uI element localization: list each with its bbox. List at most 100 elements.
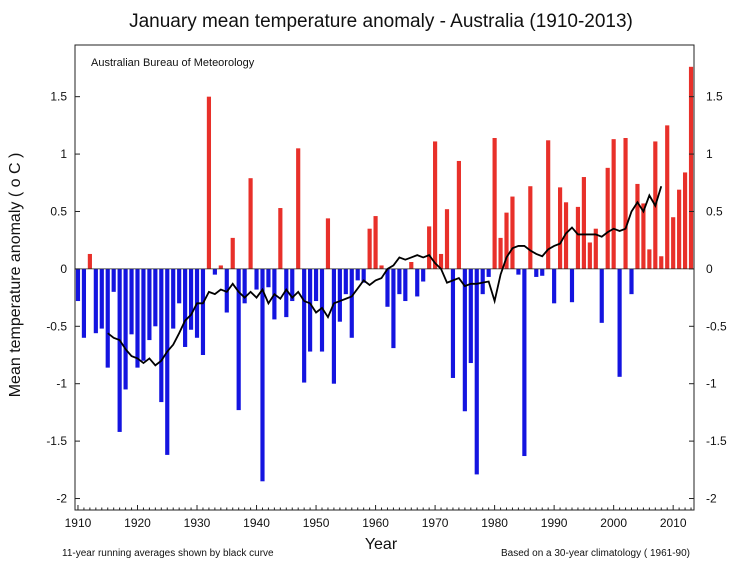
- bar-1988: [540, 268, 545, 276]
- footnote-climatology: Based on a 30-year climatology ( 1961-90…: [501, 548, 690, 559]
- bar-1949: [308, 268, 313, 352]
- y-tick-label-right: 1.5: [706, 90, 723, 104]
- bar-1946: [290, 268, 295, 302]
- bar-1964: [397, 268, 402, 295]
- bar-1989: [546, 140, 551, 269]
- bar-1977: [474, 268, 479, 475]
- bar-1928: [183, 268, 188, 347]
- bar-2003: [629, 268, 634, 295]
- bar-1960: [373, 216, 378, 269]
- bar-1922: [147, 268, 152, 341]
- bar-1961: [379, 265, 384, 269]
- plot-area: Australian Bureau of Meteorology: [74, 44, 695, 511]
- bar-1997: [593, 228, 598, 269]
- y-tick-label-left: -1: [56, 377, 67, 391]
- y-tick-label-right: -1: [706, 377, 717, 391]
- bar-1937: [236, 268, 241, 411]
- x-tick-label: 2010: [660, 516, 687, 530]
- y-tick-label-left: -1.5: [46, 434, 67, 448]
- bar-1966: [409, 262, 414, 269]
- y-tick-label-left: 0.5: [50, 204, 67, 218]
- y-axis-label: Mean temperature anomaly ( o C ): [7, 153, 24, 398]
- y-tick-label-left: 1.5: [50, 90, 67, 104]
- bar-1959: [367, 228, 372, 269]
- bar-2008: [659, 256, 664, 269]
- footnote-running-average: 11-year running averages shown by black …: [62, 548, 274, 559]
- x-tick-label: 1940: [243, 516, 270, 530]
- bar-1919: [129, 268, 134, 335]
- bar-1973: [450, 268, 456, 378]
- bar-1983: [510, 196, 515, 269]
- bar-1971: [438, 253, 444, 269]
- bar-1969: [427, 226, 432, 269]
- bar-1970: [433, 141, 438, 269]
- bar-1934: [218, 265, 223, 269]
- bar-1986: [528, 186, 533, 269]
- x-tick-label: 1960: [362, 516, 389, 530]
- bar-1926: [171, 268, 176, 329]
- bar-1992: [563, 202, 569, 269]
- bar-1911: [81, 268, 87, 338]
- x-tick-label: 1930: [184, 516, 211, 530]
- bar-1996: [587, 242, 592, 269]
- bar-1916: [111, 268, 116, 292]
- bar-2001: [617, 268, 622, 377]
- bar-1932: [206, 96, 212, 269]
- bar-1978: [480, 268, 485, 295]
- bar-1942: [266, 268, 271, 288]
- y-axis-left: 1.5 1 0.5 0 -0.5 -1 -1.5 -2: [46, 90, 80, 506]
- y-tick-label-left: 1: [60, 147, 67, 161]
- bar-1957: [355, 268, 360, 281]
- bar-1950: [313, 268, 319, 302]
- bar-1995: [581, 177, 586, 269]
- bar-2006: [647, 249, 652, 269]
- y-tick-label-right: -2: [706, 492, 717, 506]
- x-axis: 1910 1920 1930 1940 1950 1960 1970 1980 1990 2000…: [65, 505, 692, 530]
- bar-1925: [165, 268, 170, 455]
- y-tick-label-left: -0.5: [46, 319, 67, 333]
- bar-2012: [682, 172, 688, 269]
- bar-2010: [671, 217, 676, 269]
- x-tick-label: 1980: [481, 516, 508, 530]
- y-axis-right: 1.5 1 0.5 0 -0.5 -1 -1.5 -2: [689, 90, 727, 506]
- y-tick-label-right: 1: [706, 147, 713, 161]
- plot-frame: [74, 44, 695, 511]
- bar-1956: [349, 268, 354, 338]
- bar-1921: [141, 268, 146, 361]
- chart-title: January mean temperature anomaly - Austr…: [129, 11, 633, 32]
- x-tick-label: 1910: [65, 516, 92, 530]
- bar-1936: [230, 237, 235, 269]
- bar-2005: [641, 203, 646, 269]
- bar-1929: [188, 268, 194, 330]
- bar-1998: [599, 268, 604, 323]
- y-tick-label-right: 0.5: [706, 204, 723, 218]
- bar-1917: [117, 268, 122, 432]
- x-tick-label: 1990: [541, 516, 568, 530]
- y-tick-label-right: 0: [706, 262, 713, 276]
- y-tick-label-left: 0: [60, 262, 67, 276]
- bar-1955: [343, 268, 348, 295]
- bar-1953: [331, 268, 336, 384]
- bar-1918: [123, 268, 128, 390]
- bar-1979: [486, 268, 491, 277]
- bar-1991: [558, 187, 563, 269]
- bar-1963: [391, 268, 396, 349]
- x-tick-label: 1950: [303, 516, 330, 530]
- bar-1912: [87, 253, 92, 269]
- bar-1967: [415, 268, 420, 297]
- y-tick-label-left: -2: [56, 492, 67, 506]
- bar-1985: [522, 268, 527, 457]
- bar-1999: [605, 167, 610, 269]
- bar-1910: [75, 268, 81, 302]
- bar-2009: [665, 125, 670, 269]
- bar-1947: [296, 148, 301, 269]
- bar-2011: [677, 189, 682, 269]
- bar-1980: [492, 138, 497, 269]
- bar-1965: [403, 268, 408, 302]
- running-mean-curve: [107, 185, 663, 367]
- bar-1974: [456, 160, 461, 269]
- bar-2004: [635, 183, 640, 269]
- bar-1972: [444, 209, 450, 269]
- bar-1982: [504, 212, 509, 269]
